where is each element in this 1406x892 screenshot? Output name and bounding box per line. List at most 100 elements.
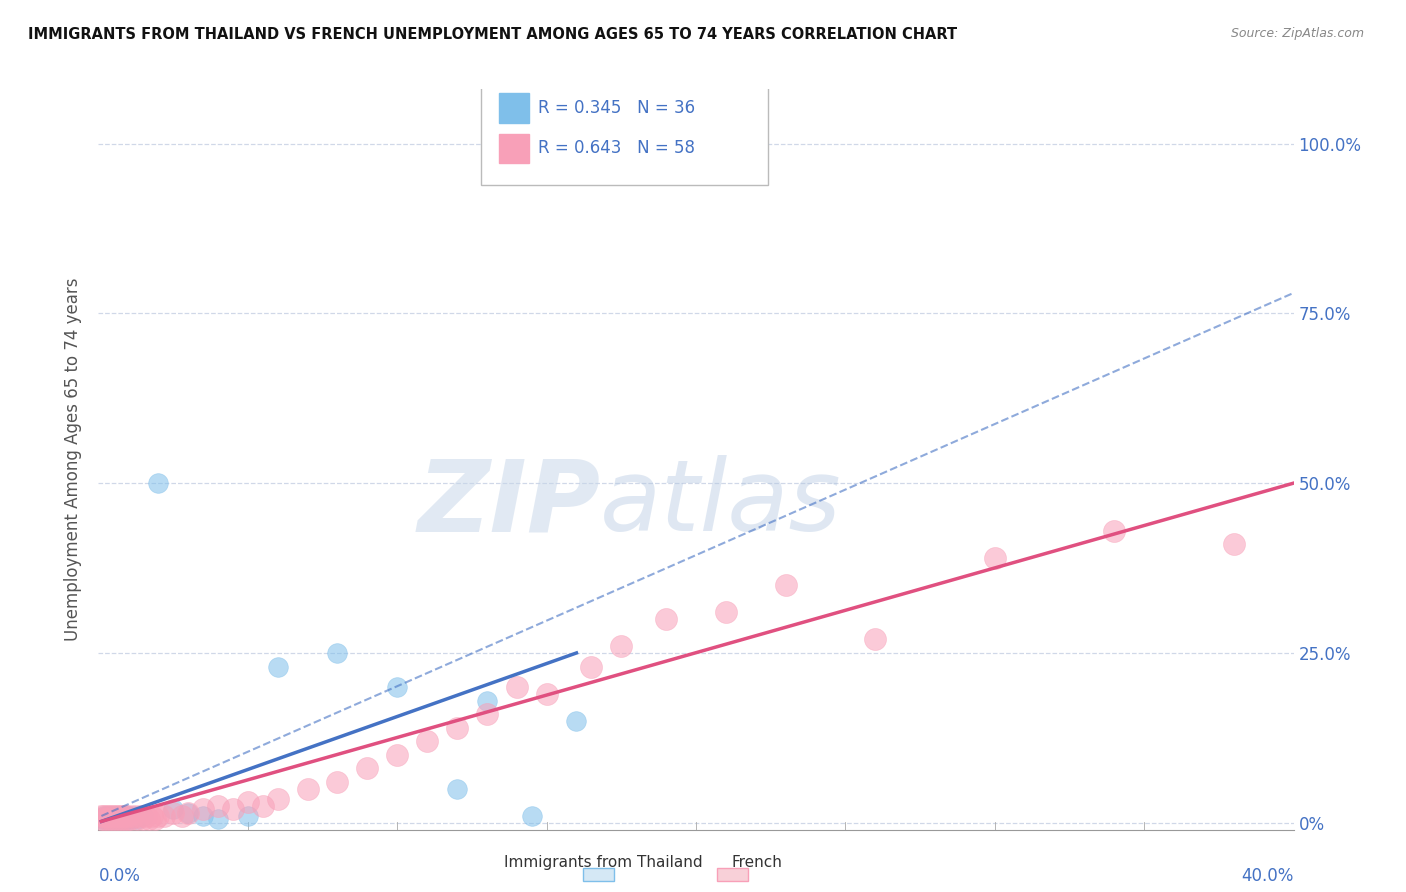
Point <box>207 798 229 813</box>
Point <box>446 721 468 735</box>
Point <box>90 813 112 827</box>
Point <box>385 747 409 762</box>
Point <box>162 805 184 820</box>
Point <box>984 550 1007 565</box>
FancyBboxPatch shape <box>481 74 768 186</box>
Point <box>93 813 115 827</box>
Point <box>98 809 122 823</box>
Point <box>714 605 737 619</box>
Point <box>326 775 349 789</box>
Point <box>148 809 170 823</box>
Point <box>267 659 290 673</box>
Point <box>96 813 118 827</box>
Point <box>610 639 633 653</box>
Point <box>143 813 166 827</box>
Point <box>132 813 155 827</box>
Point <box>416 734 439 748</box>
Point <box>114 813 136 827</box>
Point <box>103 809 125 823</box>
Point <box>129 809 152 823</box>
Text: Immigrants from Thailand: Immigrants from Thailand <box>505 855 703 870</box>
Point <box>98 813 122 827</box>
Point <box>172 809 194 823</box>
Point <box>93 813 115 827</box>
Point <box>565 714 588 728</box>
Point <box>475 693 498 707</box>
FancyBboxPatch shape <box>499 134 529 163</box>
Point <box>117 813 139 827</box>
Point <box>124 809 146 823</box>
Point <box>326 646 349 660</box>
Point <box>207 813 229 827</box>
Point <box>90 813 112 827</box>
Text: R = 0.345   N = 36: R = 0.345 N = 36 <box>538 99 696 117</box>
Point <box>385 680 409 694</box>
Point <box>236 796 259 810</box>
Point <box>520 809 543 823</box>
Point <box>506 680 529 694</box>
Text: 0.0%: 0.0% <box>98 867 141 885</box>
Point <box>108 813 131 827</box>
Point <box>356 761 378 775</box>
Point <box>98 813 122 827</box>
Point <box>114 813 136 827</box>
Point <box>124 809 146 823</box>
Point <box>581 659 603 673</box>
Point <box>252 798 274 813</box>
Point <box>117 809 139 823</box>
Point <box>108 813 131 827</box>
Point <box>191 809 214 823</box>
Point <box>1223 537 1246 551</box>
Point <box>105 813 128 827</box>
Point <box>655 612 678 626</box>
Point <box>90 809 112 823</box>
Point <box>132 809 155 823</box>
Point <box>98 809 122 823</box>
Point <box>177 805 200 820</box>
Point <box>108 809 131 823</box>
Point <box>111 813 134 827</box>
Point <box>148 476 170 491</box>
Text: atlas: atlas <box>600 455 842 552</box>
Point <box>222 802 245 816</box>
Point <box>127 813 149 827</box>
Text: Source: ZipAtlas.com: Source: ZipAtlas.com <box>1230 27 1364 40</box>
Point <box>103 809 125 823</box>
Y-axis label: Unemployment Among Ages 65 to 74 years: Unemployment Among Ages 65 to 74 years <box>63 277 82 641</box>
Point <box>103 813 125 827</box>
Point <box>141 809 163 823</box>
Point <box>267 792 290 806</box>
Point <box>117 809 139 823</box>
Point <box>475 707 498 722</box>
Point <box>865 632 887 647</box>
Point <box>105 809 128 823</box>
Point <box>127 813 149 827</box>
Text: ZIP: ZIP <box>418 455 600 552</box>
Point <box>111 813 134 827</box>
Point <box>297 781 319 796</box>
Point <box>111 809 134 823</box>
Point <box>96 813 118 827</box>
Point <box>105 813 128 827</box>
Point <box>120 813 142 827</box>
Point <box>177 805 200 820</box>
Point <box>138 813 160 827</box>
Point <box>446 781 468 796</box>
Point <box>103 813 125 827</box>
Point <box>117 813 139 827</box>
Text: IMMIGRANTS FROM THAILAND VS FRENCH UNEMPLOYMENT AMONG AGES 65 TO 74 YEARS CORREL: IMMIGRANTS FROM THAILAND VS FRENCH UNEMP… <box>28 27 957 42</box>
Point <box>135 809 157 823</box>
Point <box>536 687 558 701</box>
Point <box>93 809 115 823</box>
Point <box>1104 524 1126 538</box>
FancyBboxPatch shape <box>499 93 529 122</box>
Text: R = 0.643   N = 58: R = 0.643 N = 58 <box>538 139 695 157</box>
Point <box>93 809 115 823</box>
Point <box>191 802 214 816</box>
Point <box>96 809 118 823</box>
Point <box>120 813 142 827</box>
Text: 40.0%: 40.0% <box>1241 867 1294 885</box>
Point <box>111 809 134 823</box>
Point <box>105 809 128 823</box>
Text: French: French <box>731 855 782 870</box>
